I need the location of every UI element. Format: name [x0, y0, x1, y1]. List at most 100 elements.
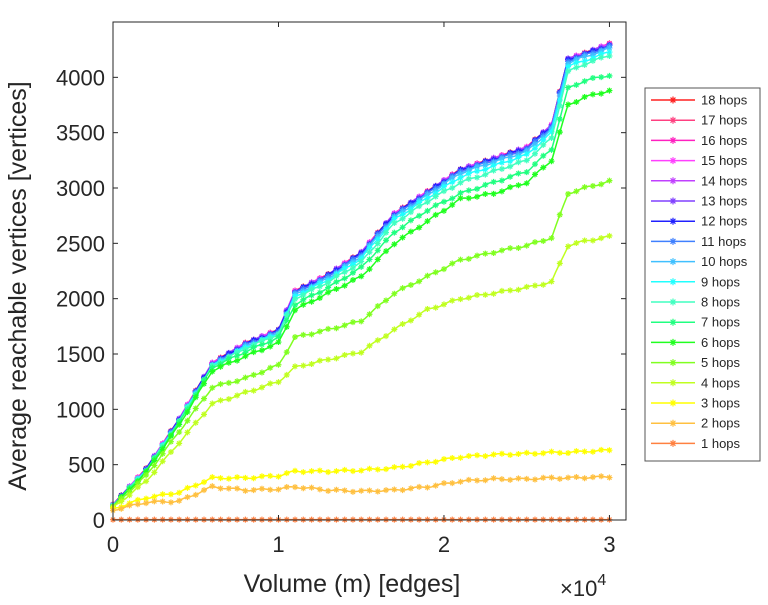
series-marker	[383, 487, 390, 494]
series-marker	[589, 237, 596, 244]
series-marker	[490, 475, 497, 482]
series-marker	[523, 169, 530, 176]
series-marker	[432, 304, 439, 311]
series-marker	[234, 485, 241, 492]
series-marker	[325, 289, 332, 296]
series-marker	[556, 475, 563, 482]
series-marker	[598, 446, 605, 453]
series-marker	[283, 323, 290, 330]
legend-label: 1 hops	[701, 436, 741, 451]
series-marker	[573, 56, 580, 63]
series-marker	[606, 49, 613, 56]
legend-item: 16 hops	[651, 133, 748, 148]
series-marker	[416, 199, 423, 206]
series-marker	[250, 475, 257, 482]
series-marker	[432, 269, 439, 276]
series-marker	[209, 483, 216, 490]
series-marker	[184, 417, 191, 424]
series-marker	[440, 480, 447, 487]
series-marker	[159, 491, 166, 498]
series-marker	[556, 129, 563, 136]
series-marker	[457, 195, 464, 202]
series-marker	[440, 183, 447, 190]
series-marker	[391, 219, 398, 226]
series-marker	[531, 171, 538, 178]
y-tick-label: 2500	[56, 231, 105, 256]
series-marker	[531, 141, 538, 148]
series-marker	[540, 237, 547, 244]
series-marker	[267, 364, 274, 371]
series-marker	[490, 451, 497, 458]
series-marker	[391, 290, 398, 297]
series-marker	[267, 380, 274, 387]
series-marker	[358, 255, 365, 262]
series-marker	[424, 305, 431, 312]
series-marker	[225, 379, 232, 386]
series-marker	[300, 485, 307, 492]
series-marker	[159, 450, 166, 457]
series-marker	[201, 479, 208, 486]
series-marker	[598, 473, 605, 480]
series-marker	[498, 159, 505, 166]
series-line	[112, 55, 610, 507]
series-marker	[167, 448, 174, 455]
series-marker	[424, 207, 431, 214]
series-marker	[316, 328, 323, 335]
series-marker	[283, 484, 290, 491]
series-marker	[333, 273, 340, 280]
series-marker	[449, 480, 456, 487]
series-marker	[556, 102, 563, 109]
series-marker	[523, 180, 530, 187]
series-marker	[275, 379, 282, 386]
series-marker	[589, 91, 596, 98]
series-marker	[325, 284, 332, 291]
series-marker	[540, 164, 547, 171]
series-marker	[565, 474, 572, 481]
series-marker	[325, 325, 332, 332]
legend-marker-icon	[669, 318, 677, 326]
series-marker	[465, 170, 472, 177]
series-marker	[143, 500, 150, 507]
series-marker	[581, 448, 588, 455]
series-marker	[242, 388, 249, 395]
series-marker	[573, 188, 580, 195]
series-marker	[234, 349, 241, 356]
series-marker	[498, 165, 505, 172]
series-marker	[242, 346, 249, 353]
series-marker	[349, 264, 356, 271]
series-marker	[341, 275, 348, 282]
series-marker	[267, 335, 274, 342]
series-marker	[606, 53, 613, 60]
series-marker	[258, 473, 265, 480]
series-marker	[507, 287, 514, 294]
series-marker	[606, 72, 613, 79]
series-marker	[242, 349, 249, 356]
series-marker	[358, 273, 365, 280]
series-marker	[242, 374, 249, 381]
series-marker	[482, 291, 489, 298]
series-marker	[407, 228, 414, 235]
series-marker	[308, 484, 315, 491]
series-marker	[449, 454, 456, 461]
x-axis: 0 1 2 3	[107, 22, 616, 557]
series-marker	[606, 44, 613, 51]
series-marker	[349, 276, 356, 283]
x-tick-label: 3	[603, 532, 615, 557]
series-marker	[126, 492, 133, 499]
series-marker	[498, 287, 505, 294]
series-marker	[316, 467, 323, 474]
series-marker	[482, 191, 489, 198]
series-marker	[192, 491, 199, 498]
legend-marker-icon	[669, 278, 677, 286]
series-marker	[498, 188, 505, 195]
series-marker	[159, 446, 166, 453]
series-marker	[383, 297, 390, 304]
series-marker	[341, 322, 348, 329]
series-marker	[234, 392, 241, 399]
series-marker	[474, 292, 481, 299]
series-marker	[523, 242, 530, 249]
series-marker	[490, 167, 497, 174]
series-marker	[316, 357, 323, 364]
series-marker	[515, 286, 522, 293]
series-marker	[134, 484, 141, 491]
